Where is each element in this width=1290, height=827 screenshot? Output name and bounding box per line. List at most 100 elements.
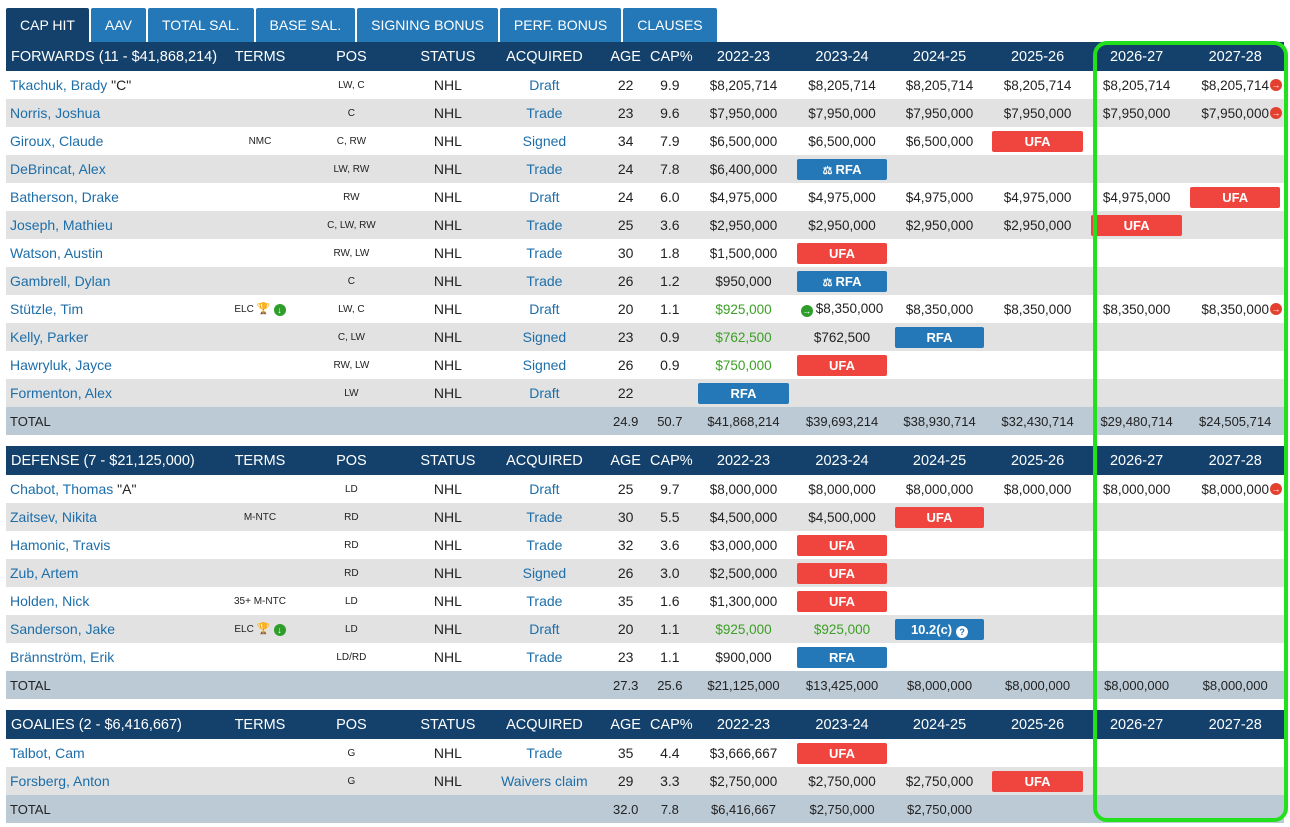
tab-aav[interactable]: AAV [90, 8, 146, 42]
ufa-badge[interactable]: UFA [797, 562, 887, 584]
player-link[interactable]: Stützle, Tim [10, 301, 84, 317]
year-cell: ⚖ RFA [793, 267, 891, 295]
year-cell [890, 559, 989, 587]
player-link[interactable]: Tkachuk, Brady [10, 77, 108, 93]
year-cell [988, 239, 1087, 267]
acquired-link[interactable]: Trade [526, 745, 563, 761]
year-cell: $4,975,000 [793, 183, 891, 211]
tab-clauses[interactable]: CLAUSES [623, 8, 717, 42]
acquired-link[interactable]: Draft [529, 77, 560, 93]
player-link[interactable]: Batherson, Drake [10, 189, 119, 205]
player-link[interactable]: Kelly, Parker [10, 329, 89, 345]
column-header: 2025-26 [988, 446, 1087, 475]
column-header: ACQUIRED [483, 446, 606, 475]
player-link[interactable]: Brännström, Erik [10, 649, 115, 665]
tab-perf-bonus[interactable]: PERF. BONUS [499, 8, 622, 42]
rfa-badge[interactable]: ⚖ RFA [797, 158, 887, 180]
player-link[interactable]: DeBrincat, Alex [10, 161, 106, 177]
acquired-link[interactable]: Trade [526, 105, 563, 121]
player-link[interactable]: Talbot, Cam [10, 745, 85, 761]
player-link[interactable]: Joseph, Mathieu [10, 217, 113, 233]
player-link[interactable]: Chabot, Thomas [10, 481, 114, 497]
tab-total-sal[interactable]: TOTAL SAL. [147, 8, 254, 42]
acquired-link[interactable]: Signed [522, 565, 567, 581]
ufa-badge[interactable]: UFA [797, 742, 887, 764]
age-cell: 29 [605, 767, 646, 795]
year-cell: $8,000,000 [988, 475, 1087, 503]
rfa-badge[interactable]: RFA [797, 646, 887, 668]
player-link[interactable]: Zaitsev, Nikita [10, 509, 97, 525]
acquired-link[interactable]: Draft [529, 481, 560, 497]
player-link[interactable]: Hamonic, Travis [10, 537, 111, 553]
acquired-link[interactable]: Trade [526, 593, 563, 609]
total-age: 32.0 [605, 795, 646, 823]
player-link[interactable]: Norris, Joshua [10, 105, 101, 121]
cap-percent-cell: 1.1 [645, 643, 694, 671]
acquired-link[interactable]: Waivers claim [501, 773, 588, 789]
acquired-link[interactable]: Trade [526, 537, 563, 553]
ufa-badge[interactable]: UFA [992, 770, 1083, 792]
year-cell [988, 379, 1087, 407]
rfa-badge[interactable]: RFA [697, 382, 790, 404]
ufa-badge[interactable]: UFA [894, 506, 985, 528]
salary-value: $2,750,000 [808, 773, 876, 789]
acquired-link[interactable]: Trade [526, 509, 563, 525]
ufa-badge[interactable]: UFA [1190, 186, 1280, 208]
acquired-link[interactable]: Signed [522, 329, 567, 345]
rfa-badge[interactable]: RFA [894, 326, 985, 348]
gavel-icon: ⚖ [822, 276, 833, 289]
player-link[interactable]: Zub, Artem [10, 565, 79, 581]
cap-percent-cell: 7.8 [645, 155, 694, 183]
acquired-link[interactable]: Draft [529, 301, 560, 317]
tab-cap-hit[interactable]: CAP HIT [6, 8, 89, 42]
rfa-badge[interactable]: ⚖ RFA [797, 270, 887, 292]
ufa-badge[interactable]: UFA [992, 130, 1083, 152]
acquired-link[interactable]: Trade [526, 217, 563, 233]
year-cell: $8,000,000 [793, 475, 891, 503]
salary-value: $8,205,714 [1201, 77, 1269, 93]
position-cell: RD [290, 531, 413, 559]
captaincy-tag: "C" [107, 77, 132, 93]
player-link[interactable]: Formenton, Alex [10, 385, 112, 401]
table-row: Brännström, Erik LD/RD NHL Trade 23 1.1 $900,0… [6, 643, 1284, 671]
year-cell [793, 379, 891, 407]
ufa-badge[interactable]: UFA [797, 242, 887, 264]
column-header: 2027-28 [1186, 446, 1284, 475]
ufa-badge[interactable]: UFA [797, 534, 887, 556]
year-cell: $2,950,000 [693, 211, 794, 239]
acquired-link[interactable]: Draft [529, 189, 560, 205]
player-link[interactable]: Forsberg, Anton [10, 773, 110, 789]
acquired-link[interactable]: Draft [529, 621, 560, 637]
ufa-badge[interactable]: UFA [797, 590, 887, 612]
acquired-link[interactable]: Trade [526, 161, 563, 177]
total-year-value: $2,750,000 [890, 795, 989, 823]
column-header: POS [290, 446, 413, 475]
table-header-row: GOALIES (2 - $6,416,667) TERMS POS STATUS AC… [6, 710, 1284, 739]
player-link[interactable]: Hawryluk, Jayce [10, 357, 112, 373]
year-cell [988, 615, 1087, 643]
acquired-cell: Trade [483, 211, 606, 239]
acquired-link[interactable]: Trade [526, 245, 563, 261]
terms-text: M-NTC [243, 511, 277, 523]
arbitration-badge[interactable]: 10.2(c)? [894, 618, 985, 640]
total-empty-cell [290, 671, 413, 699]
player-link[interactable]: Watson, Austin [10, 245, 103, 261]
tab-base-sal[interactable]: BASE SAL. [255, 8, 356, 42]
ufa-badge[interactable]: UFA [1090, 214, 1183, 236]
acquired-link[interactable]: Trade [526, 273, 563, 289]
tab-signing-bonus[interactable]: SIGNING BONUS [357, 8, 498, 42]
position-cell: G [290, 767, 413, 795]
acquired-link[interactable]: Trade [526, 649, 563, 665]
player-link[interactable]: Gambrell, Dylan [10, 273, 111, 289]
player-link[interactable]: Giroux, Claude [10, 133, 104, 149]
terms-cell: 35+ M-NTC [229, 587, 291, 615]
gavel-icon: ⚖ [822, 164, 833, 177]
acquired-link[interactable]: Draft [529, 385, 560, 401]
total-empty-cell [483, 671, 606, 699]
acquired-link[interactable]: Signed [522, 357, 567, 373]
player-link[interactable]: Sanderson, Jake [10, 621, 116, 637]
player-link[interactable]: Holden, Nick [10, 593, 90, 609]
ufa-badge[interactable]: UFA [797, 354, 887, 376]
acquired-link[interactable]: Signed [522, 133, 567, 149]
column-header: 2027-28 [1186, 710, 1284, 739]
